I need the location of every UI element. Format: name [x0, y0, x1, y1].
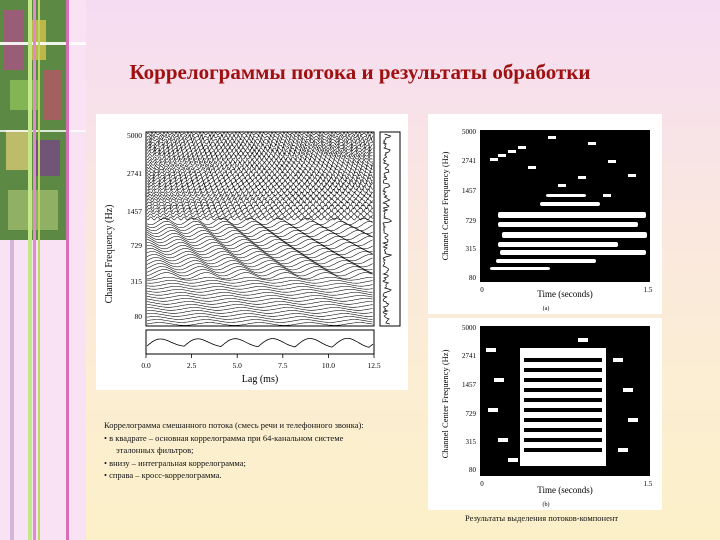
mask-segment — [524, 438, 602, 442]
correlogram-xtick: 7.5 — [278, 361, 288, 370]
correlogram-ytick: 315 — [131, 277, 143, 286]
segregation-figure-a: Channel Center Frequency (Hz) 5000 2741 … — [428, 114, 662, 314]
segregation-figure-b: Channel Center Frequency (Hz) 5000 2741 … — [428, 318, 662, 510]
caption-line: • в квадрате – основная коррелограмма пр… — [104, 432, 434, 445]
mask-segment — [524, 388, 602, 392]
mask-segment — [524, 418, 602, 422]
mask-segment — [578, 176, 586, 179]
correlogram-ytick: 2741 — [127, 169, 142, 178]
figure-b-ytick: 315 — [466, 438, 477, 446]
figure-a-ytick: 5000 — [462, 128, 477, 136]
figure-a-xlabel: Time (seconds) — [537, 289, 592, 299]
correlogram-ytick: 5000 — [127, 131, 142, 140]
mask-segment — [490, 267, 550, 270]
mask-segment — [528, 166, 536, 169]
correlogram-ytick: 80 — [135, 312, 143, 321]
caption-line: • справа – кросс-коррелограмма. — [104, 469, 434, 482]
figure-b-panel-label: (b) — [543, 501, 550, 508]
figure-a-ytick: 1457 — [462, 187, 477, 195]
mask-segment — [524, 448, 602, 452]
correlogram-plot: Channel Frequency (Hz) 5000 2741 1457 72… — [96, 114, 408, 390]
cross-correlogram-frame — [380, 132, 400, 326]
figure-b-ytick: 1457 — [462, 381, 477, 389]
mask-segment — [498, 222, 638, 227]
mask-segment — [524, 378, 602, 382]
mask-segment — [546, 194, 586, 197]
mask-segment — [613, 358, 623, 362]
mask-segment — [498, 154, 506, 157]
mask-segment — [488, 408, 498, 412]
mask-segment — [508, 150, 516, 153]
mask-segment — [486, 348, 496, 352]
mask-segment — [490, 158, 498, 161]
figure-a-panel-label: (a) — [543, 305, 550, 312]
mask-segment — [498, 438, 508, 442]
mask-segment — [558, 184, 566, 187]
figure-a-ytick: 315 — [466, 245, 477, 253]
summary-correlogram-frame — [146, 330, 374, 354]
figure-a-ylabel: Channel Center Frequency (Hz) — [440, 151, 450, 260]
mask-segment — [500, 250, 646, 255]
caption-line: эталонных фильтров; — [104, 444, 434, 457]
mask-segment — [628, 174, 636, 177]
figure-b-xlabel: Time (seconds) — [537, 485, 592, 495]
mask-segment — [524, 368, 602, 372]
mask-segment — [496, 259, 596, 263]
figure-b-ytick: 80 — [469, 466, 477, 474]
correlogram-xtick: 2.5 — [187, 361, 197, 370]
mask-segment — [524, 398, 602, 402]
mask-segment — [628, 418, 638, 422]
figure-b-ytick: 5000 — [462, 324, 477, 332]
figure-b-ytick: 2741 — [462, 352, 477, 360]
figure-b-ytick: 729 — [466, 410, 477, 418]
correlogram-ytick: 1457 — [127, 207, 142, 216]
correlogram-xtick: 5.0 — [233, 361, 243, 370]
mask-segment — [524, 408, 602, 412]
mask-segment — [494, 378, 504, 382]
mask-segment — [608, 160, 616, 163]
figure-a-ytick: 729 — [466, 217, 477, 225]
mask-segment — [518, 146, 526, 149]
correlogram-ytick: 729 — [131, 241, 143, 250]
mask-segment — [524, 428, 602, 432]
correlogram-xtick: 10.0 — [322, 361, 335, 370]
caption-line: • внизу – интегральная коррелограмма; — [104, 457, 434, 470]
mask-segment — [578, 338, 588, 342]
mask-segment — [508, 458, 518, 462]
mask-segment — [548, 136, 556, 139]
figure-a-ytick: 2741 — [462, 157, 477, 165]
correlogram-xlabel: Lag (ms) — [242, 374, 278, 385]
figure-a-ytick: 80 — [469, 274, 477, 282]
right-figure-caption: Результаты выделения потоков-компонент — [465, 513, 618, 523]
figure-b-ylabel: Channel Center Frequency (Hz) — [440, 349, 450, 458]
correlogram-figure: Channel Frequency (Hz) 5000 2741 1457 72… — [96, 114, 408, 390]
correlogram-xtick: 0.0 — [141, 361, 151, 370]
correlogram-xtick: 12.5 — [367, 361, 380, 370]
mask-segment — [524, 358, 602, 362]
slide-title: Коррелограммы потока и результаты обрабо… — [0, 60, 720, 85]
mask-segment — [618, 448, 628, 452]
figure-b-xtick: 0 — [480, 480, 484, 488]
correlogram-ylabel: Channel Frequency (Hz) — [104, 205, 115, 304]
figure-a-xtick: 1.5 — [644, 286, 653, 294]
mask-segment — [603, 194, 611, 197]
figure-caption: Коррелограмма смешанного потока (смесь р… — [104, 419, 434, 482]
mask-segment — [498, 242, 618, 247]
mask-segment — [498, 212, 646, 218]
figure-a-xtick: 0 — [480, 286, 484, 294]
figure-b-xtick: 1.5 — [644, 480, 653, 488]
mask-segment — [540, 202, 600, 206]
caption-line: Коррелограмма смешанного потока (смесь р… — [104, 419, 434, 432]
mask-segment — [623, 388, 633, 392]
mask-segment — [502, 232, 647, 238]
mask-segment — [588, 142, 596, 145]
